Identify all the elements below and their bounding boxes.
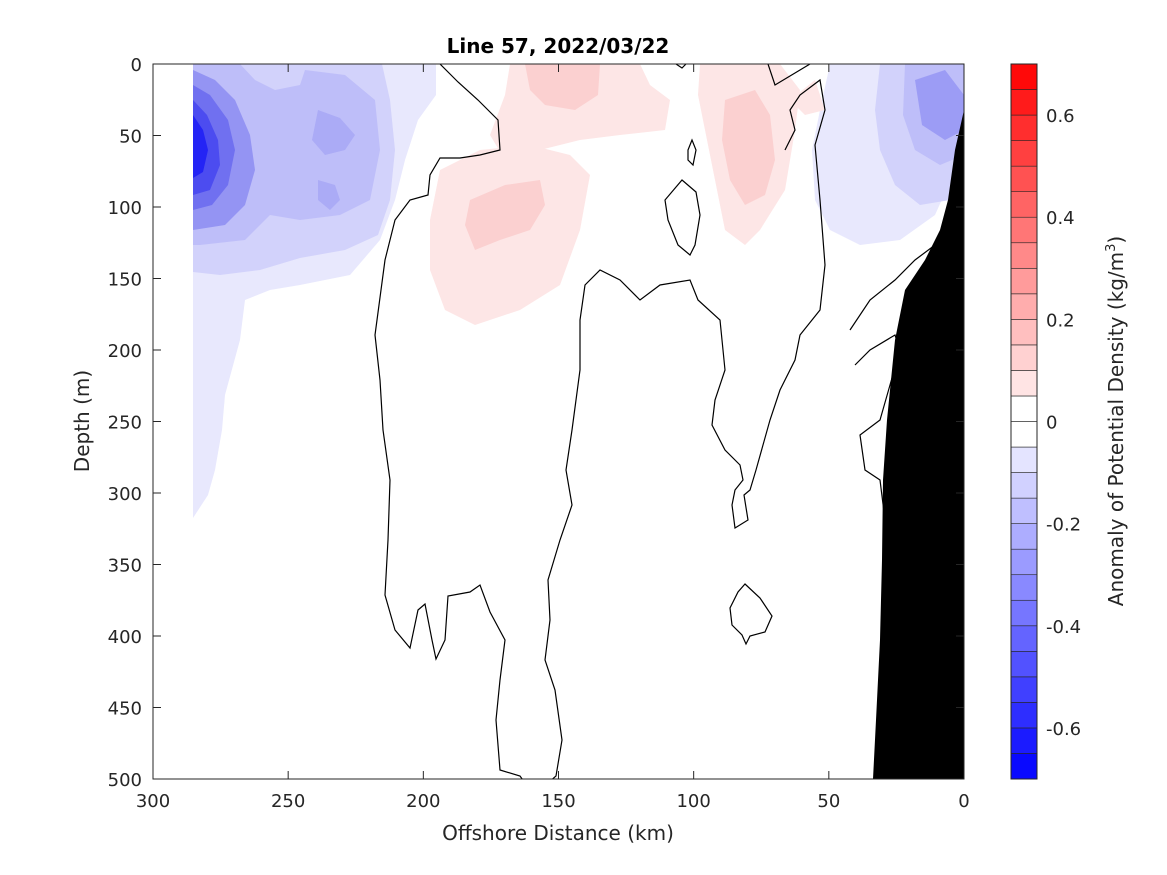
positive-anomaly-surface-core: [525, 64, 600, 110]
chart-title: Line 57, 2022/03/22: [447, 34, 670, 58]
colorbar-swatch: [1010, 727, 1038, 754]
colorbar-swatch: [1010, 421, 1038, 448]
positive-anomaly-inshore-patch: [790, 80, 825, 115]
colorbar-swatch: [1010, 216, 1038, 244]
y-tick-label: 150: [108, 270, 142, 291]
colorbar-swatch: [1010, 319, 1038, 346]
colorbar-swatch: [1010, 242, 1038, 269]
colorbar-swatch: [1010, 472, 1038, 499]
colorbar-swatch: [1010, 574, 1038, 601]
colorbar-tick-label: 0: [1046, 413, 1057, 434]
colorbar-tick-label: -0.4: [1046, 617, 1081, 638]
colorbar-ticks: 0.6 0.4 0.2 0 -0.2 -0.4 -0.6: [1046, 106, 1081, 740]
zero-contour-main-right: [544, 78, 826, 779]
colorbar-label-suffix: ): [1104, 236, 1128, 244]
positive-anomaly-deep-core: [465, 180, 545, 250]
negative-anomaly-nearshore-3: [915, 70, 964, 140]
colorbar-label: Anomaly of Potential Density (kg/m3): [1104, 236, 1128, 606]
negative-anomaly-core-4: [193, 115, 208, 178]
colorbar-swatch: [1010, 370, 1038, 397]
colorbar-label-text: Anomaly of Potential Density (kg/m: [1104, 252, 1128, 606]
colorbar-tick-label: -0.6: [1046, 719, 1081, 740]
colorbar-border: [1010, 63, 1038, 780]
colorbar-swatch: [1010, 63, 1038, 90]
colorbar: [1010, 63, 1038, 780]
negative-anomaly-lobe-lower: [318, 180, 340, 210]
zero-contour-eddy-small: [687, 138, 697, 167]
colorbar-swatch: [1010, 165, 1038, 192]
x-tick-label: 200: [406, 791, 440, 812]
x-axis: 300 250 200 150 100 50 0: [136, 64, 970, 812]
y-axis: 0 50 100 150 200 250 300 350 400 450 500: [108, 55, 964, 791]
seafloor-bathymetry: [873, 110, 964, 779]
y-tick-label: 300: [108, 484, 142, 505]
y-tick-label: 100: [108, 198, 142, 219]
y-tick-label: 400: [108, 627, 142, 648]
colorbar-swatch: [1010, 523, 1038, 550]
colorbar-tick-label: 0.4: [1046, 208, 1075, 229]
colorbar-swatch: [1010, 497, 1038, 524]
zero-contour-main: [374, 64, 523, 779]
colorbar-tick-label: -0.2: [1046, 515, 1081, 536]
colorbar-swatch: [1010, 344, 1038, 371]
colorbar-swatch: [1010, 548, 1038, 576]
x-axis-label: Offshore Distance (km): [442, 821, 674, 845]
y-tick-label: 200: [108, 341, 142, 362]
colorbar-swatch: [1010, 446, 1038, 473]
colorbar-swatch: [1010, 140, 1038, 167]
x-tick-label: 100: [676, 791, 710, 812]
zero-contour-nearshore-low: [854, 334, 901, 521]
anomaly-contour-fills: [193, 64, 964, 779]
y-tick-label: 500: [108, 770, 142, 791]
zero-contour-top-cap: [675, 64, 687, 69]
x-tick-label: 300: [136, 791, 170, 812]
x-tick-label: 50: [817, 791, 840, 812]
colorbar-swatch: [1010, 651, 1038, 678]
colorbar-swatch: [1010, 676, 1038, 703]
x-tick-label: 150: [541, 791, 575, 812]
colorbar-swatch: [1010, 267, 1038, 295]
zero-contour-top-loop: [767, 64, 811, 86]
colorbar-swatch: [1010, 625, 1038, 652]
y-tick-label: 250: [108, 413, 142, 434]
colorbar-label-superscript: 3: [1104, 244, 1119, 252]
x-tick-label: 0: [958, 791, 969, 812]
positive-anomaly-inshore-core: [722, 90, 775, 205]
colorbar-swatch: [1010, 293, 1038, 320]
colorbar-tick-label: 0.2: [1046, 310, 1075, 331]
y-tick-label: 50: [119, 127, 142, 148]
colorbar-swatch: [1010, 114, 1038, 141]
y-axis-label: Depth (m): [70, 370, 94, 472]
colorbar-swatch: [1010, 599, 1038, 627]
y-tick-label: 0: [131, 55, 142, 76]
colorbar-swatch: [1010, 753, 1038, 780]
colorbar-swatch: [1010, 702, 1038, 729]
negative-anomaly-lobe-upper: [312, 110, 355, 155]
colorbar-swatch: [1010, 191, 1038, 218]
y-tick-label: 450: [108, 699, 142, 720]
x-tick-label: 250: [271, 791, 305, 812]
y-tick-label: 350: [108, 556, 142, 577]
colorbar-swatch: [1010, 395, 1038, 422]
colorbar-swatch: [1010, 89, 1038, 116]
zero-contour-eddy: [664, 179, 701, 256]
zero-contour-deep-blob: [729, 583, 773, 646]
colorbar-tick-label: 0.6: [1046, 106, 1075, 127]
